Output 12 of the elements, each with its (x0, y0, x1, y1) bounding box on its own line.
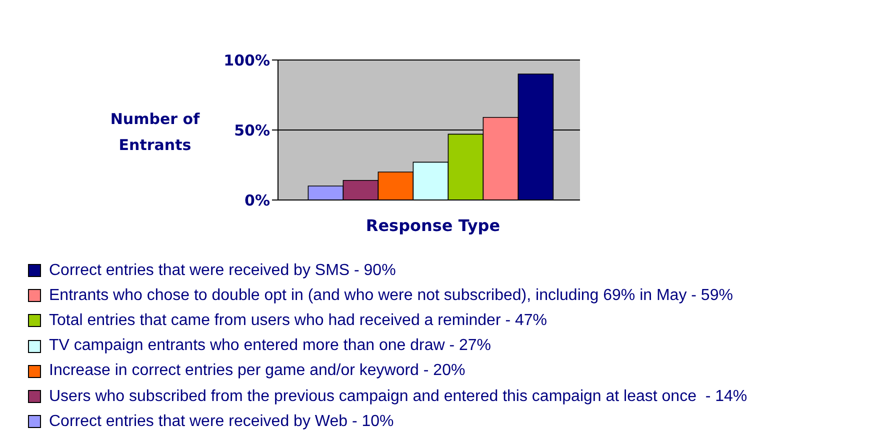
legend-label: TV campaign entrants who entered more than one draw - 27% (49, 337, 492, 356)
legend-label: Total entries that came from users who had received a reminder - 47% (49, 312, 548, 330)
legend-label: Correct entries that were received by Web - 10% (49, 412, 394, 431)
x-axis-title: Response Type (364, 216, 502, 235)
legend-label: Users who subscribed from the previous campaign and entered this campaign at least once - 14% (49, 388, 748, 406)
legend-label: Correct entries that were received by SMS - 90% (49, 262, 396, 280)
y-axis-title: Number of Entrants (109, 109, 201, 156)
legend-label: Increase in correct entries per game and/or keyword - 20% (49, 362, 466, 380)
y-tick-label: 100% (224, 51, 270, 70)
y-tick-label: 0% (244, 191, 270, 210)
legend-label: Entrants who chose to double opt in (and who were not subscribed), including 69% in May - 59% (49, 286, 733, 305)
y-tick-label: 50% (234, 121, 270, 140)
